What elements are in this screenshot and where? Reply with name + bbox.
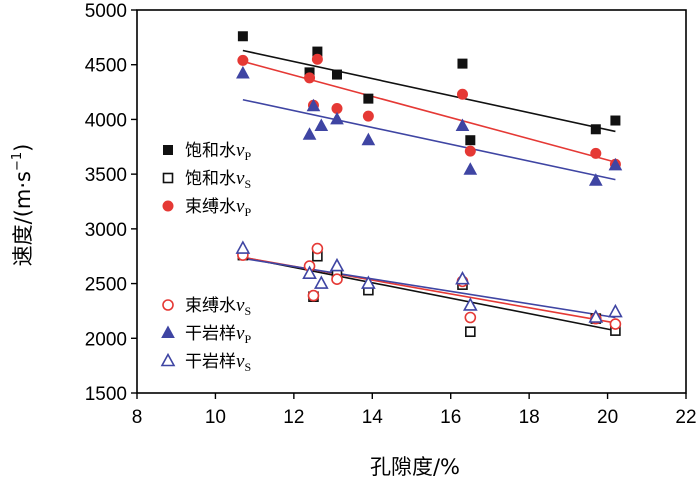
x-tick-label-12: 12 (283, 407, 304, 428)
point-series-6-5 (361, 275, 376, 289)
point-series-1-5 (363, 93, 374, 104)
point-series-3-9 (590, 147, 602, 159)
fit-line-series-5 (242, 98, 616, 181)
y-axis-label: 速度/(m·s−1) (10, 144, 35, 267)
y-tick-label-3500: 3500 (85, 165, 127, 186)
point-series-4-7 (464, 311, 477, 324)
point-series-3-7 (456, 88, 468, 100)
legend-label-series-2: 饱和水vS (185, 168, 251, 191)
plot-frame (136, 9, 687, 394)
legend-label-series-4: 束缚水vS (185, 295, 251, 318)
legend-label-series-1: 饱和水vP (185, 140, 251, 163)
point-series-6-6 (455, 271, 470, 285)
legend-label-series-3: 束缚水vP (185, 196, 251, 219)
point-series-5-7 (455, 118, 470, 131)
x-tick-label-22: 22 (675, 407, 696, 428)
y-tick-label-1500: 1500 (85, 384, 127, 405)
point-series-6-2 (302, 265, 317, 280)
point-series-6-1 (235, 240, 251, 254)
legend-marker-series-2 (162, 172, 174, 184)
fit-line-series-1 (242, 49, 616, 133)
x-tick-label-20: 20 (597, 407, 618, 428)
point-series-3-4 (311, 53, 323, 65)
legend-marker-series-6 (160, 352, 176, 367)
point-series-6-8 (588, 309, 604, 323)
plot-area-border (136, 9, 687, 394)
legend-marker-series-4 (162, 299, 174, 311)
point-series-3-6 (362, 110, 374, 122)
y-tick-label-4500: 4500 (85, 56, 127, 77)
point-series-1-4 (331, 69, 342, 80)
point-series-5-2 (302, 127, 317, 140)
x-tick-label-18: 18 (519, 407, 540, 428)
x-tick-label-14: 14 (362, 407, 384, 428)
x-axis-label: 孔隙度/% (370, 455, 460, 479)
legend-label-series-6: 干岩样vS (185, 351, 251, 374)
point-series-3-1 (237, 54, 249, 66)
point-series-5-5 (330, 111, 344, 125)
y-tick-label-2500: 2500 (85, 275, 127, 296)
x-tick-label-10: 10 (205, 407, 226, 428)
point-series-3-8 (464, 145, 476, 157)
point-series-1-7 (465, 135, 476, 146)
y-axis-label-exponent: −1 (10, 152, 25, 171)
point-series-2-7 (465, 326, 476, 338)
legend-marker-series-5 (161, 325, 175, 338)
point-series-6-7 (462, 297, 478, 311)
point-series-5-9 (588, 173, 603, 186)
point-series-1-8 (590, 124, 601, 135)
y-tick-label-4000: 4000 (85, 110, 127, 131)
point-series-5-4 (314, 118, 329, 131)
legend: 饱和水vP 饱和水vS 束缚水vP 束缚水vS 干岩样vP 干岩样vS (160, 140, 251, 374)
legend-marker-series-1 (163, 145, 173, 155)
point-series-1-1 (237, 31, 248, 42)
point-series-5-1 (236, 65, 250, 79)
y-axis-label-close: ) (11, 144, 35, 152)
y-axis-label-main: 速度/(m·s (11, 171, 35, 266)
fit-line-series-2 (242, 256, 616, 332)
x-tick-label-8: 8 (132, 407, 143, 428)
point-series-6-3 (313, 275, 329, 289)
point-series-4-4 (311, 242, 324, 255)
point-series-5-10 (608, 157, 623, 171)
legend-label-series-5: 干岩样vP (185, 323, 251, 346)
point-series-5-8 (463, 162, 478, 175)
legend-marker-series-3 (162, 200, 174, 212)
fit-line-series-6 (242, 257, 616, 319)
y-tick-label-3000: 3000 (85, 220, 127, 241)
data-markers (235, 31, 623, 338)
point-series-1-6 (457, 58, 468, 69)
x-tick-label-16: 16 (440, 407, 461, 428)
y-tick-label-2000: 2000 (85, 329, 127, 350)
point-series-4-5 (331, 273, 343, 285)
point-series-5-3 (306, 98, 321, 112)
point-series-1-9 (610, 115, 621, 126)
axis-ticks: 8 10 12 14 16 18 20 22 1500 2000 2500 3000 3500 4000 4… (85, 1, 697, 428)
point-series-4-9 (609, 318, 622, 330)
point-series-3-2 (304, 72, 316, 84)
point-series-4-3 (307, 289, 320, 302)
point-series-6-4 (329, 257, 345, 272)
point-series-6-9 (608, 303, 623, 318)
fit-lines (242, 49, 616, 332)
y-tick-label-5000: 5000 (85, 1, 127, 22)
point-series-5-6 (361, 132, 376, 146)
